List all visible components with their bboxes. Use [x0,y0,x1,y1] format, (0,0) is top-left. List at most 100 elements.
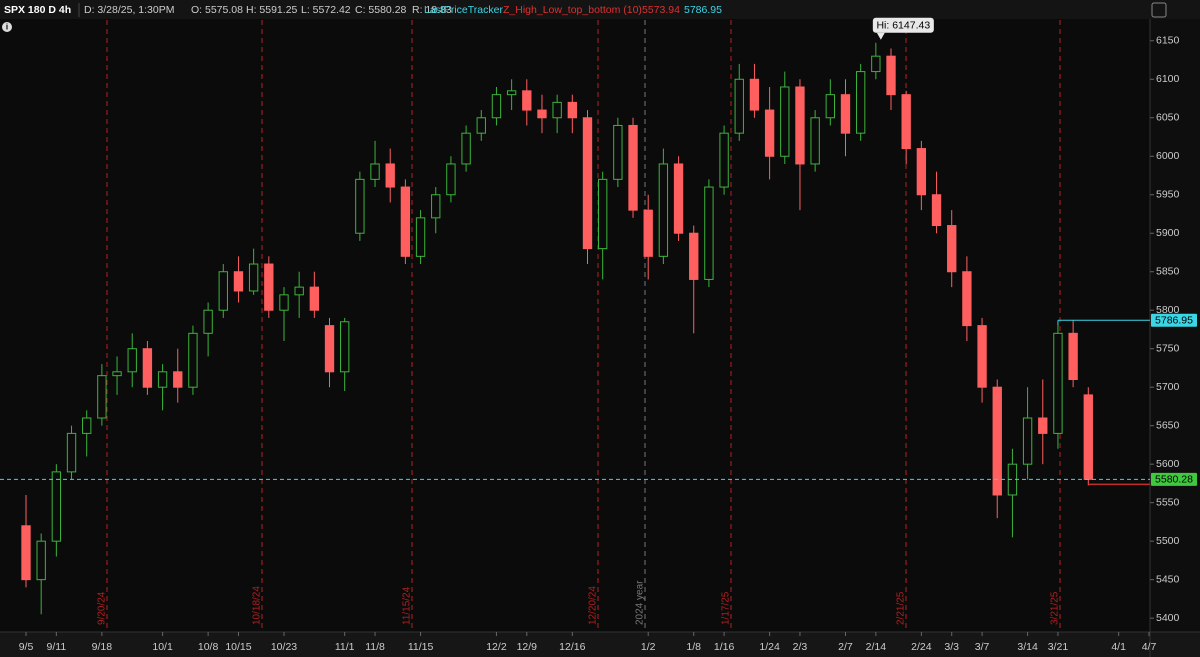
candle-body [446,163,456,196]
event-label: 11/15/24 [402,586,413,625]
candle-body [112,371,122,377]
candle-body [461,132,471,165]
candle-body [142,348,153,388]
price-tag-label: 5786.95 [1155,315,1193,327]
candle-body [340,321,350,373]
event-label: 2/21/25 [896,591,907,625]
y-tick-label: 5850 [1156,266,1180,278]
candle-body [567,101,577,119]
event-label: 2024 year [635,580,646,625]
info-icon-glyph: i [6,23,8,32]
candle-body [552,101,562,119]
price-tag [1151,472,1197,486]
hi-pointer [876,32,885,40]
y-tick-label: 5400 [1156,612,1180,624]
study-value: 5573.94 [642,4,680,16]
y-tick-label: 6050 [1156,112,1180,124]
candle-body [689,232,699,280]
candle-body [673,163,684,234]
candle-body [810,117,820,165]
candle-body [719,132,729,188]
y-tick-label: 5550 [1156,496,1180,508]
x-tick-label: 9/5 [19,641,34,653]
event-label: 10/18/24 [252,586,263,625]
candle-body [643,209,653,257]
candle-body [491,94,502,119]
y-tick-label: 5750 [1156,342,1180,354]
y-tick-label: 6000 [1156,150,1180,162]
settings-button[interactable] [1151,2,1167,18]
x-tick-label: 10/1 [152,641,173,653]
candle-body [400,186,411,257]
x-tick-label: 11/1 [335,641,355,653]
study-name: Z_High_Low_top_bottom (10) [503,4,642,16]
candle-body [157,371,168,388]
study-name: LastPriceTracker [424,4,503,16]
x-tick-label: 3/21 [1048,641,1069,653]
x-tick-label: 11/15 [408,641,434,653]
candle-body [825,94,835,119]
candle-body [613,124,623,180]
x-tick-label: 10/15 [225,641,251,653]
event-label: 9/20/24 [97,591,108,625]
candle-body [309,286,320,311]
header-range: R: 18.83 [412,4,452,16]
candle-body [21,525,31,581]
x-tick-label: 10/23 [271,641,297,653]
candle-body [780,86,790,157]
x-tick-label: 2/3 [793,641,808,653]
price-tag-label: 5580.28 [1155,474,1193,486]
x-tick-label: 2/7 [838,641,853,653]
candle-body [1022,417,1033,465]
event-label: 12/20/24 [588,586,599,625]
info-icon[interactable] [2,22,12,32]
candle-body [582,117,593,250]
y-tick-label: 5650 [1156,419,1180,431]
candle-body [992,386,1002,496]
candle-body [886,55,896,96]
date-axis [0,632,1200,657]
y-tick-label: 5500 [1156,535,1180,547]
candle-body [127,348,137,373]
candle-body [415,217,426,257]
hi-label: Hi: 6147.43 [876,20,930,32]
candle-body [764,109,775,157]
candle-body [628,124,638,211]
candle-body [734,78,744,134]
candle-body [476,117,486,134]
event-label: 3/21/25 [1050,591,1061,625]
x-tick-label: 4/7 [1142,641,1157,653]
y-tick-label: 5450 [1156,573,1180,585]
candle-body [658,163,669,257]
x-tick-label: 3/3 [944,641,959,653]
candle-body [871,55,881,73]
x-tick-label: 3/7 [975,641,990,653]
candle-body [931,194,942,227]
candle-body [1053,332,1063,434]
x-tick-label: 1/24 [759,641,780,653]
header-high: H: 5591.25 [246,4,298,16]
x-tick-label: 1/16 [714,641,735,653]
candle-body [294,286,304,296]
candle-body [248,263,259,292]
candle-body [355,178,365,234]
candle-body [795,86,805,165]
x-tick-label: 2/24 [911,641,932,653]
x-tick-label: 4/1 [1111,641,1126,653]
candle-body [962,271,972,327]
x-tick-label: 12/9 [517,641,538,653]
candle-body [233,271,244,292]
candle-body [173,371,183,388]
candle-body [279,294,289,311]
candle-body [916,148,927,196]
header-date: D: 3/28/25, 1:30PM [84,4,174,16]
x-tick-label: 10/8 [198,641,219,653]
x-tick-label: 12/16 [559,641,585,653]
symbol: SPX 180 D 4h [4,4,71,16]
candle-body [431,194,441,219]
price-tag [1151,313,1197,327]
candle-body [840,94,851,134]
y-tick-label: 5950 [1156,189,1180,201]
candle-body [370,163,380,180]
